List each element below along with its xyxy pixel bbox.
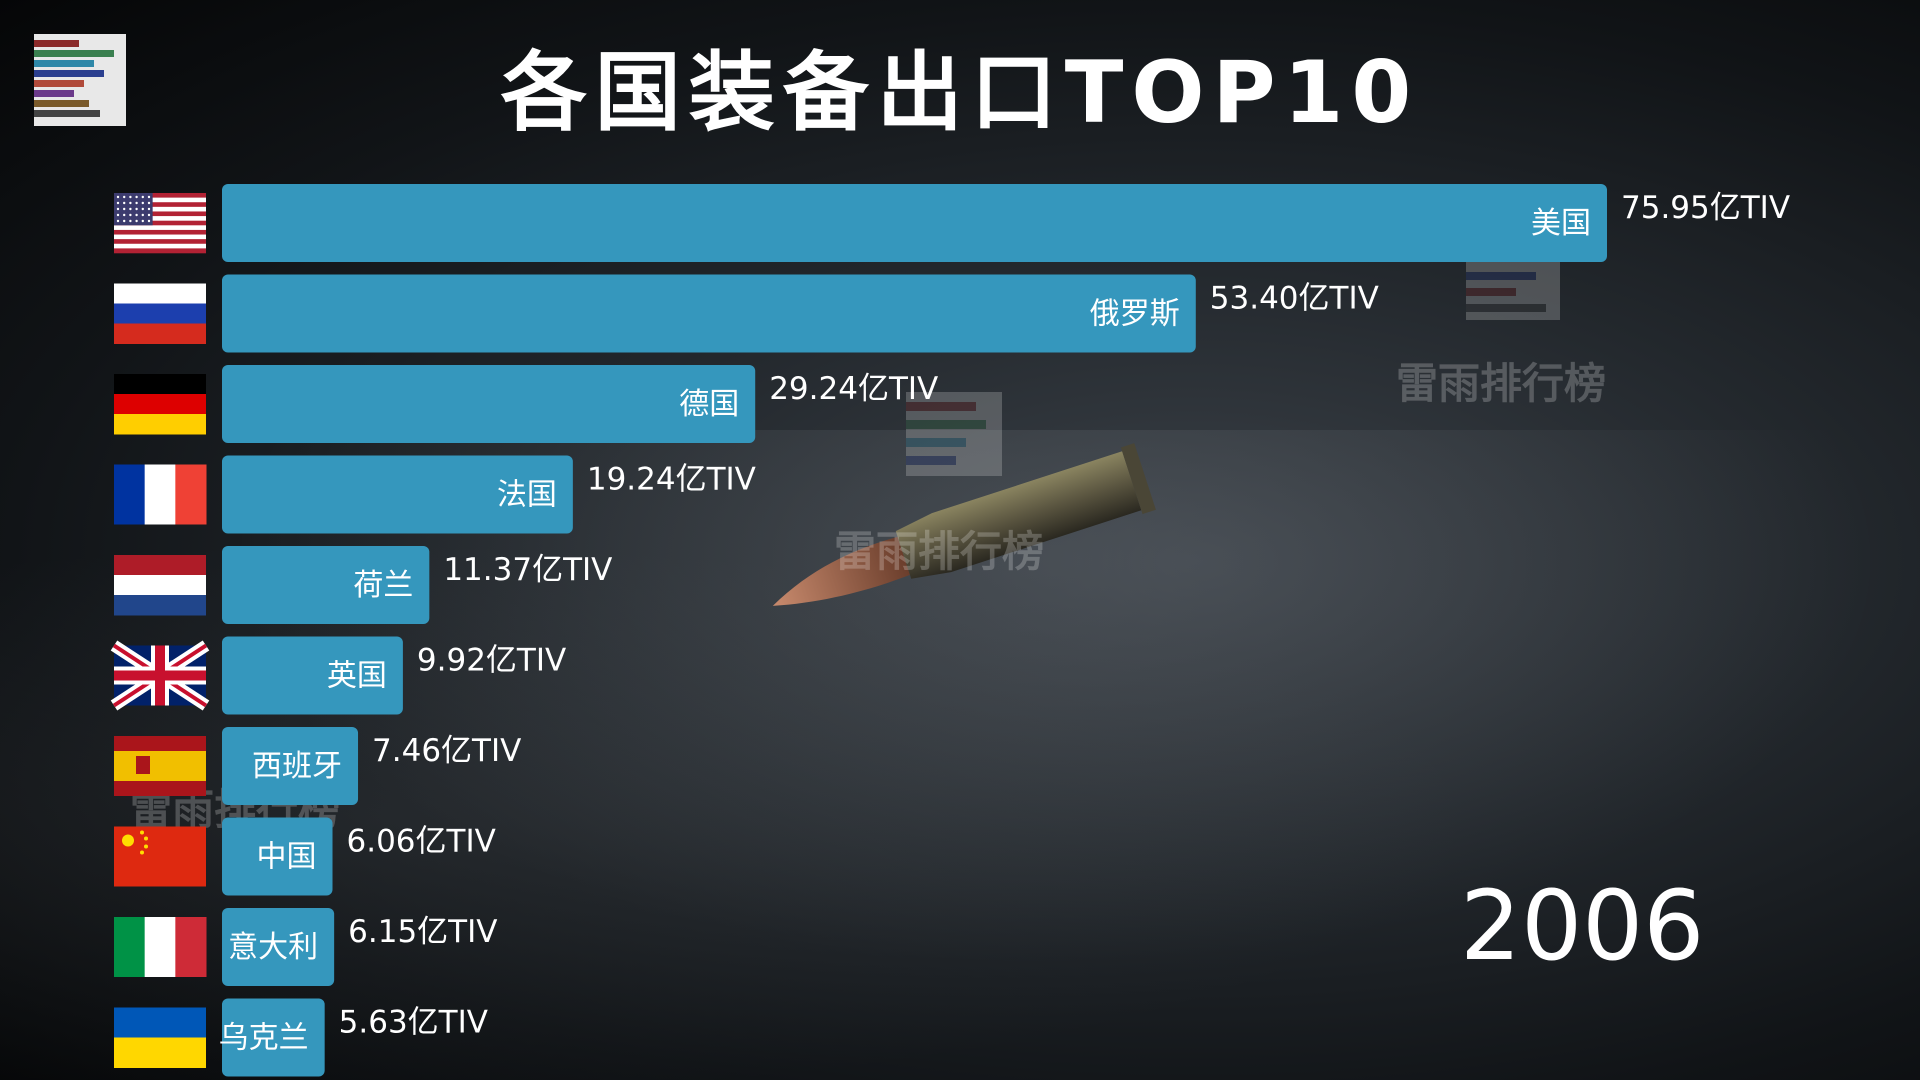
bar-1: [222, 274, 1196, 353]
value-label-2: 29.24亿TIV: [769, 371, 938, 407]
bar-4: [222, 546, 430, 624]
watermark-logo-1: [1466, 262, 1560, 320]
spain-flag: [114, 736, 206, 796]
bar-7: [222, 817, 333, 896]
value-label-8: 6.15亿TIV: [348, 914, 497, 950]
bullet-illustration: [772, 443, 1156, 606]
watermark-2: 雷雨排行榜: [834, 527, 1045, 576]
category-label-8: 意大利: [228, 930, 318, 965]
bar-2: [222, 365, 756, 443]
value-label-1: 53.40亿TIV: [1210, 281, 1379, 317]
bar-3: [222, 455, 573, 534]
bar-6: [222, 727, 359, 805]
bar-9: [222, 998, 325, 1077]
germany-flag: [114, 374, 206, 435]
value-label-9: 5.63亿TIV: [339, 1005, 488, 1041]
category-label-9: 乌克兰: [219, 1021, 309, 1056]
value-label-3: 19.24亿TIV: [587, 462, 756, 498]
chart-title: 各国装备出口TOP10: [500, 43, 1420, 143]
category-label-5: 英国: [327, 659, 387, 694]
bar-8: [222, 908, 335, 986]
bar-5: [222, 636, 403, 715]
year-label: 2006: [1460, 870, 1705, 982]
category-label-7: 中国: [257, 840, 317, 875]
bar-0: [222, 184, 1607, 262]
ukraine-flag: [114, 1007, 206, 1068]
category-label-3: 法国: [497, 478, 557, 513]
value-label-6: 7.46亿TIV: [372, 733, 521, 769]
category-label-4: 荷兰: [353, 568, 413, 603]
value-label-5: 9.92亿TIV: [417, 643, 566, 679]
watermark-logo-2: [906, 392, 1002, 476]
france-flag: [114, 464, 207, 525]
logo-icon: [34, 34, 126, 126]
netherlands-flag: [114, 555, 206, 616]
italy-flag: [114, 917, 207, 977]
uk-flag: [110, 640, 210, 711]
watermark-1: 雷雨排行榜: [1396, 359, 1607, 408]
value-label-0: 75.95亿TIV: [1621, 190, 1790, 226]
category-label-2: 德国: [679, 387, 739, 422]
value-label-7: 6.06亿TIV: [347, 824, 496, 860]
category-label-0: 美国: [1531, 206, 1591, 241]
category-label-1: 俄罗斯: [1090, 297, 1180, 332]
us-flag: [114, 193, 206, 254]
value-label-4: 11.37亿TIV: [443, 552, 612, 588]
category-label-6: 西班牙: [252, 749, 342, 784]
russia-flag: [114, 283, 206, 344]
china-flag: [114, 826, 206, 887]
